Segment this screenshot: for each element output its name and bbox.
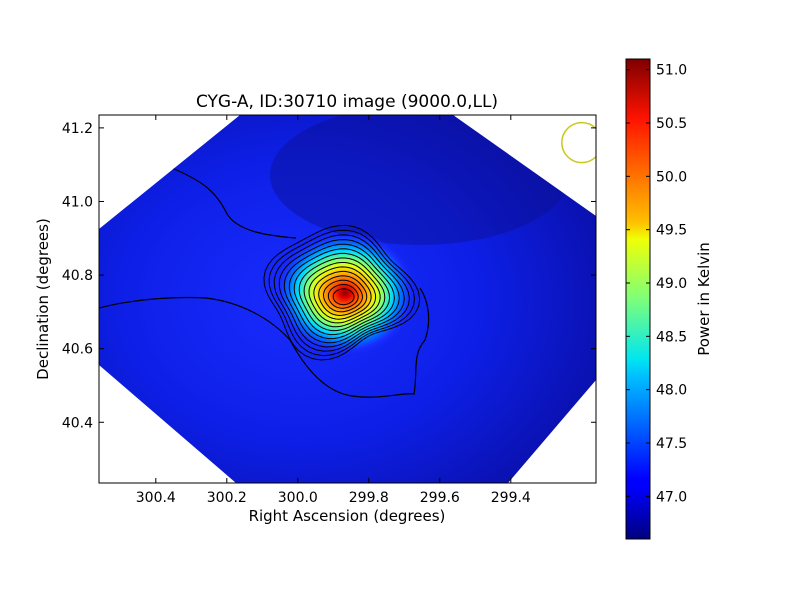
x-tick-label-1: 300.2 bbox=[207, 490, 247, 506]
y-tick-label-0: 40.4 bbox=[62, 415, 93, 431]
colorbar-gradient bbox=[625, 58, 651, 540]
colorbar-tick-label-3: 48.5 bbox=[656, 329, 687, 345]
colorbar-tick-label-8: 51.0 bbox=[656, 63, 687, 79]
plot-area bbox=[99, 115, 596, 483]
y-axis: 40.4 40.6 40.8 41.0 41.2 bbox=[62, 121, 596, 431]
colorbar-tick-label-4: 49.0 bbox=[656, 276, 687, 292]
contour-ring-11 bbox=[278, 239, 405, 348]
y-tick-label-2: 40.8 bbox=[62, 268, 93, 284]
x-axis-label: Right Ascension (degrees) bbox=[249, 507, 446, 525]
contour-ring-5 bbox=[308, 266, 377, 324]
contour-ring-7 bbox=[298, 257, 386, 332]
x-tick-label-2: 300.0 bbox=[278, 490, 318, 506]
contour-ring-0 bbox=[332, 288, 355, 306]
y-tick-label-3: 41.0 bbox=[62, 194, 93, 210]
y-axis-label: Declination (degrees) bbox=[34, 218, 52, 380]
x-axis: 300.4 300.2 300.0 299.8 299.6 299.4 bbox=[136, 115, 531, 506]
colorbar-tick-label-5: 49.5 bbox=[656, 223, 687, 239]
contour-ring-9 bbox=[288, 248, 395, 340]
contour-ring-13 bbox=[268, 229, 416, 357]
outer-contour-lower bbox=[99, 287, 430, 398]
contour-ring-2 bbox=[322, 279, 363, 313]
colorbar-tick-label-7: 50.5 bbox=[656, 116, 687, 132]
y-tick-label-1: 40.6 bbox=[62, 342, 93, 358]
contour-ring-10 bbox=[283, 243, 400, 344]
image-field bbox=[99, 115, 596, 483]
plot-frame bbox=[98, 114, 597, 484]
colorbar-tick-label-6: 50.0 bbox=[656, 169, 687, 185]
colorbar: 47.0 47.5 48.0 48.5 49.0 49.5 50.0 50.5 51.0 Pow… bbox=[625, 58, 713, 540]
contour-ring-14 bbox=[263, 224, 421, 361]
x-tick-label-0: 300.4 bbox=[136, 490, 176, 506]
colorbar-tick-label-2: 48.0 bbox=[656, 383, 687, 399]
contours bbox=[263, 224, 421, 361]
contour-ring-6 bbox=[303, 262, 381, 328]
contour-ring-1 bbox=[327, 283, 359, 309]
colorbar-ticks: 47.0 47.5 48.0 48.5 49.0 49.5 50.0 50.5 51.0 bbox=[626, 63, 687, 505]
contour-ring-4 bbox=[313, 270, 372, 320]
contour-ring-3 bbox=[318, 275, 368, 317]
chart-title: CYG-A, ID:30710 image (9000.0,LL) bbox=[196, 92, 498, 112]
x-tick-label-4: 299.6 bbox=[420, 490, 460, 506]
x-tick-label-5: 299.4 bbox=[491, 490, 531, 506]
contour-ring-12 bbox=[273, 234, 410, 352]
beam-circle bbox=[561, 121, 596, 164]
colorbar-tick-label-1: 47.5 bbox=[656, 436, 687, 452]
y-tick-label-4: 41.2 bbox=[62, 121, 93, 137]
colorbar-tick-label-0: 47.0 bbox=[656, 489, 687, 505]
colorbar-label: Power in Kelvin bbox=[695, 242, 713, 356]
contour-ring-8 bbox=[293, 252, 391, 336]
outer-contour-upper bbox=[171, 167, 297, 239]
x-tick-label-3: 299.8 bbox=[349, 490, 389, 506]
